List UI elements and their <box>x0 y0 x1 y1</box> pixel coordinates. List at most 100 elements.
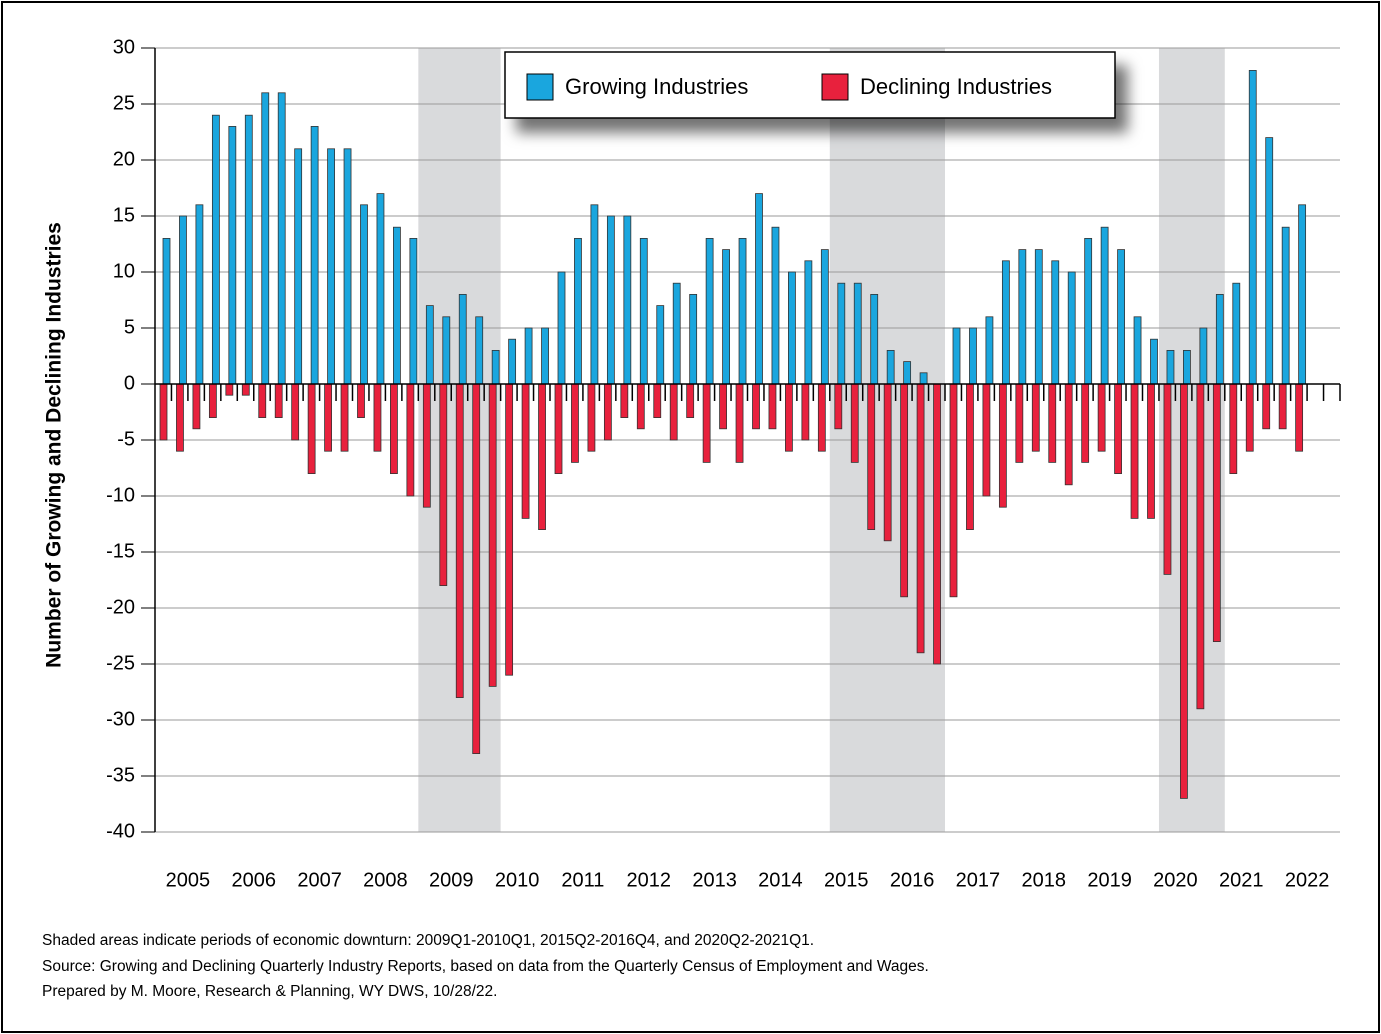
bar <box>472 383 481 755</box>
bar <box>1114 383 1122 474</box>
bar <box>949 383 958 598</box>
bar <box>820 249 829 385</box>
bar <box>1215 293 1224 385</box>
bar <box>1034 249 1043 385</box>
bar <box>376 193 385 385</box>
bar <box>521 383 530 519</box>
x-tick-label: 2007 <box>297 869 342 891</box>
bar <box>603 383 612 441</box>
y-tick-label: -15 <box>106 540 135 562</box>
bar <box>425 305 434 385</box>
bar <box>702 383 711 463</box>
bar <box>1163 383 1172 575</box>
bar <box>1199 327 1208 385</box>
bar <box>883 383 892 542</box>
bar <box>1196 383 1205 710</box>
bar <box>1212 383 1221 643</box>
legend-box <box>504 51 1116 119</box>
y-tick-label: 15 <box>113 204 135 226</box>
bar <box>1130 383 1139 519</box>
bar <box>653 383 662 418</box>
bar <box>1051 260 1060 385</box>
bar <box>373 383 382 452</box>
bar <box>261 92 270 385</box>
x-tick-label: 2005 <box>166 869 211 891</box>
bar <box>176 383 184 452</box>
bar <box>327 148 335 385</box>
bar <box>1245 383 1254 452</box>
bar <box>886 349 895 385</box>
bar <box>867 383 876 531</box>
bar <box>274 383 283 418</box>
x-tick-label: 2017 <box>956 869 1001 891</box>
bar <box>458 293 467 385</box>
bar <box>310 126 319 385</box>
bar <box>1278 383 1287 430</box>
bar <box>738 237 747 385</box>
bar <box>1100 226 1109 385</box>
bar <box>590 204 599 385</box>
bar <box>307 383 316 474</box>
bar <box>159 383 168 441</box>
bar <box>639 237 648 385</box>
bar <box>208 383 217 418</box>
bar <box>439 383 448 587</box>
bar <box>244 114 253 385</box>
bar <box>442 316 451 385</box>
bar <box>1183 349 1191 385</box>
bar <box>1262 383 1271 430</box>
bar <box>966 383 974 531</box>
bar <box>491 349 500 385</box>
bar <box>672 282 681 385</box>
x-tick-label: 2020 <box>1153 869 1198 891</box>
bar <box>1295 383 1304 452</box>
bar <box>1180 383 1188 799</box>
bar <box>1265 137 1274 385</box>
bar <box>1281 226 1290 385</box>
bar <box>195 204 204 385</box>
bar <box>606 215 615 385</box>
bar <box>689 293 698 385</box>
bar <box>258 383 267 418</box>
bar <box>903 361 912 385</box>
note: Shaded areas indicate periods of economi… <box>42 932 815 949</box>
bar <box>850 383 859 463</box>
bar <box>669 383 678 441</box>
bar <box>1133 316 1142 385</box>
x-tick-label: 2009 <box>429 869 474 891</box>
bar <box>357 383 365 418</box>
bar <box>409 237 418 385</box>
x-tick-label: 2012 <box>627 869 672 891</box>
bar <box>211 114 220 385</box>
x-tick-label: 2018 <box>1022 869 1067 891</box>
bar <box>755 193 763 385</box>
y-tick-label: -20 <box>106 596 135 618</box>
y-tick-label: 30 <box>113 36 135 58</box>
legend-label: Growing Industries <box>565 74 748 99</box>
bar <box>1232 282 1241 385</box>
x-tick-label: 2016 <box>890 869 935 891</box>
y-tick-label: 0 <box>124 372 135 394</box>
bar <box>636 383 645 430</box>
y-tick-label: -5 <box>117 428 135 450</box>
bar <box>804 260 813 385</box>
bar <box>735 383 744 463</box>
bar <box>969 327 977 385</box>
bar <box>722 249 730 385</box>
bar <box>771 226 780 385</box>
bar <box>538 383 546 531</box>
bar <box>225 383 234 396</box>
note: Prepared by M. Moore, Research & Plannin… <box>42 983 498 1000</box>
bar <box>705 237 714 385</box>
y-tick-label: 20 <box>113 148 135 170</box>
bar <box>557 271 566 385</box>
x-tick-label: 2010 <box>495 869 540 891</box>
bar <box>916 383 925 654</box>
x-tick-label: 2006 <box>232 869 277 891</box>
bar <box>162 237 171 385</box>
bar <box>656 305 665 385</box>
bar <box>475 316 484 385</box>
bar <box>623 215 632 385</box>
bar <box>1097 383 1106 452</box>
